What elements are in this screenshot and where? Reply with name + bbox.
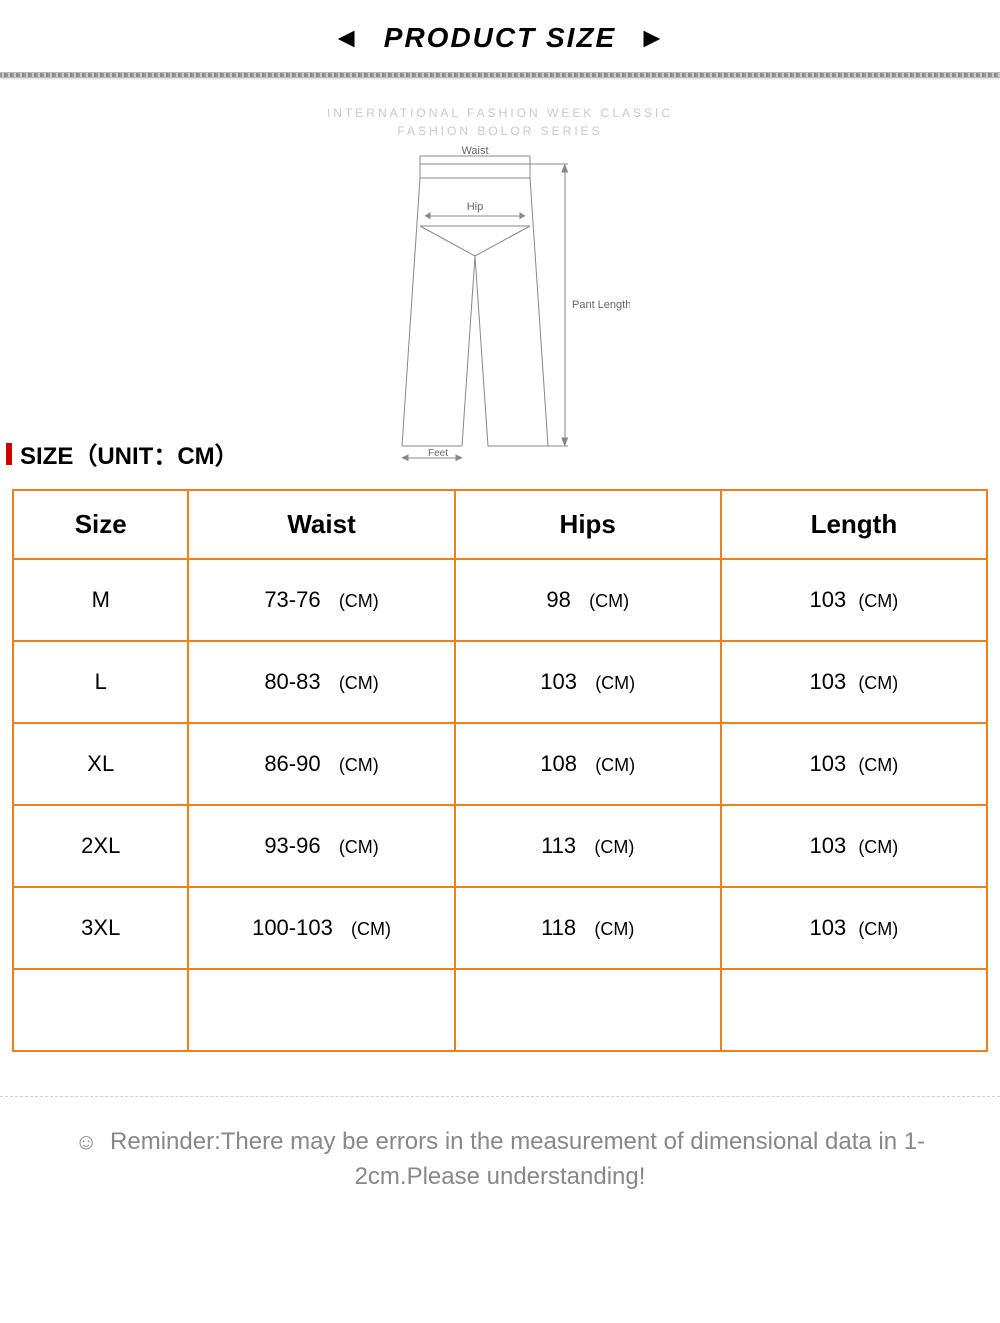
cell-waist: 93-96 (CM): [188, 805, 454, 887]
table-row: XL86-90 (CM)108 (CM)103 (CM): [13, 723, 987, 805]
cell-size: 2XL: [13, 805, 188, 887]
cell-size: M: [13, 559, 188, 641]
red-bar-icon: [6, 443, 12, 465]
cell-hips: 108 (CM): [455, 723, 721, 805]
cell-length: 103 (CM): [721, 723, 987, 805]
cell-waist: 80-83 (CM): [188, 641, 454, 723]
cell-hips: 113 (CM): [455, 805, 721, 887]
cell-size: XL: [13, 723, 188, 805]
table-header-row: Size Waist Hips Length: [13, 490, 987, 559]
diagram-waist-label: Waist: [461, 146, 488, 157]
col-length: Length: [721, 490, 987, 559]
subhead-line2: FASHION BOLOR SERIES: [0, 122, 1000, 140]
size-table: Size Waist Hips Length M73-76 (CM)98 (CM…: [12, 489, 988, 1052]
cell-length: 103 (CM): [721, 805, 987, 887]
divider: [0, 72, 1000, 78]
cell-hips: 103 (CM): [455, 641, 721, 723]
col-size: Size: [13, 490, 188, 559]
cell-hips: 118 (CM): [455, 887, 721, 969]
cell-length: 103 (CM): [721, 559, 987, 641]
cell-size: L: [13, 641, 188, 723]
arrow-right-icon: ►: [626, 22, 680, 53]
reminder: ☺ Reminder:There may be errors in the me…: [0, 1096, 1000, 1235]
diagram-hip-label: Hip: [467, 201, 484, 213]
table-row: 2XL93-96 (CM)113 (CM)103 (CM): [13, 805, 987, 887]
cell-length: 103 (CM): [721, 887, 987, 969]
col-waist: Waist: [188, 490, 454, 559]
diagram-length-label: Pant Length: [572, 299, 630, 311]
title-text: PRODUCT SIZE: [384, 22, 616, 53]
cell-waist: 86-90 (CM): [188, 723, 454, 805]
cell-waist: 100-103 (CM): [188, 887, 454, 969]
page-title: ◄ PRODUCT SIZE ►: [0, 0, 1000, 72]
table-row: 3XL100-103 (CM)118 (CM)103 (CM): [13, 887, 987, 969]
pants-svg: Waist Hip Pant Length Feet: [370, 146, 630, 466]
table-row: L80-83 (CM)103 (CM)103 (CM): [13, 641, 987, 723]
subhead: INTERNATIONAL FASHION WEEK CLASSIC FASHI…: [0, 104, 1000, 140]
subhead-line1: INTERNATIONAL FASHION WEEK CLASSIC: [0, 104, 1000, 122]
reminder-text: Reminder:There may be errors in the meas…: [110, 1128, 925, 1190]
arrow-left-icon: ◄: [320, 22, 374, 53]
table-row: M73-76 (CM)98 (CM)103 (CM): [13, 559, 987, 641]
cell-size: 3XL: [13, 887, 188, 969]
col-hips: Hips: [455, 490, 721, 559]
smiley-icon: ☺: [75, 1129, 97, 1154]
cell-waist: 73-76 (CM): [188, 559, 454, 641]
size-unit-label: SIZE（UNIT：CM）: [20, 436, 239, 471]
pants-diagram: Waist Hip Pant Length Feet: [0, 146, 1000, 466]
cell-hips: 98 (CM): [455, 559, 721, 641]
cell-length: 103 (CM): [721, 641, 987, 723]
table-row-empty: [13, 969, 987, 1051]
diagram-feet-label: Feet: [428, 448, 448, 459]
